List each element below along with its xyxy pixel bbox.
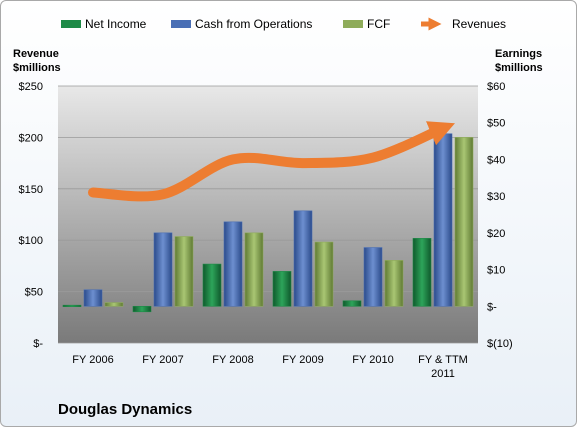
left-tick-label: $200: [19, 132, 43, 144]
bar-fcf: [174, 236, 194, 307]
x-tick-label: FY & TTM: [418, 354, 468, 366]
right-tick-label: $10: [487, 265, 505, 277]
legend-label: Net Income: [85, 17, 147, 31]
right-tick-label: $30: [487, 191, 505, 203]
x-axis-labels: FY 2006 FY 2007 FY 2008 FY 2009 FY 2010 FY & …: [72, 354, 468, 380]
bar-net-income: [202, 263, 222, 307]
bar-fcf: [244, 232, 264, 307]
bar-net-income: [342, 300, 362, 307]
x-tick-label: FY 2006: [72, 354, 113, 366]
x-tick-label: FY 2008: [212, 354, 253, 366]
left-tick-label: $100: [19, 235, 43, 247]
bar-fcf: [454, 137, 474, 307]
right-tick-label: $60: [487, 81, 505, 93]
bar-net-income: [62, 304, 82, 307]
x-tick-label: FY 2007: [142, 354, 183, 366]
bar-cash-from-operations: [433, 133, 453, 307]
x-tick-label: FY 2009: [282, 354, 323, 366]
bar-cash-from-operations: [293, 210, 313, 307]
bar-fcf: [314, 241, 334, 307]
right-axis: $60 $50 $40 $30 $20 $10 $- $(10): [487, 81, 513, 350]
bar-net-income: [412, 238, 432, 307]
bar-cash-from-operations: [363, 247, 383, 307]
x-tick-label: 2011: [431, 368, 455, 380]
right-tick-label: $40: [487, 154, 505, 166]
bar-fcf: [104, 302, 124, 307]
plot-area: [58, 86, 478, 343]
legend-swatch: [171, 20, 191, 28]
revenue-line-group: [88, 121, 455, 202]
gridlines: [58, 85, 478, 344]
legend-label: Cash from Operations: [195, 17, 312, 31]
legend-label: Revenues: [452, 17, 506, 31]
right-tick-label: $(10): [487, 338, 513, 350]
bars: [62, 133, 474, 313]
left-tick-label: $50: [25, 287, 43, 299]
revenue-line: [88, 121, 455, 202]
bar-cash-from-operations: [153, 232, 173, 307]
legend-swatch: [343, 20, 363, 28]
right-tick-label: $-: [487, 301, 497, 313]
left-tick-label: $250: [19, 81, 43, 93]
left-axis: $250 $200 $150 $100 $50 $-: [19, 81, 44, 350]
legend-item-fcf: FCF: [343, 17, 390, 31]
right-axis-title-line2: $millions: [495, 62, 543, 74]
legend-swatch: [61, 20, 81, 28]
bar-net-income: [272, 271, 292, 307]
bar-fcf: [384, 260, 404, 307]
legend: Net Income Cash from Operations FCF Revenue…: [61, 17, 506, 31]
bar-cash-from-operations: [223, 221, 243, 307]
legend-item-net-income: Net Income: [61, 17, 147, 31]
right-tick-label: $20: [487, 228, 505, 240]
left-axis-title-line1: Revenue: [13, 48, 59, 60]
right-tick-label: $50: [487, 118, 505, 130]
bar-net-income: [132, 305, 152, 313]
legend-item-cash-from-operations: Cash from Operations: [171, 17, 312, 31]
left-tick-label: $150: [19, 184, 43, 196]
bar-cash-from-operations: [83, 289, 103, 307]
company-name: Douglas Dynamics: [58, 401, 192, 418]
right-axis-title-line1: Earnings: [495, 48, 542, 60]
left-axis-title-line2: $millions: [13, 62, 61, 74]
x-tick-label: FY 2010: [352, 354, 393, 366]
legend-item-revenues: Revenues: [421, 17, 506, 31]
left-tick-label: $-: [33, 338, 43, 350]
legend-label: FCF: [367, 17, 390, 31]
